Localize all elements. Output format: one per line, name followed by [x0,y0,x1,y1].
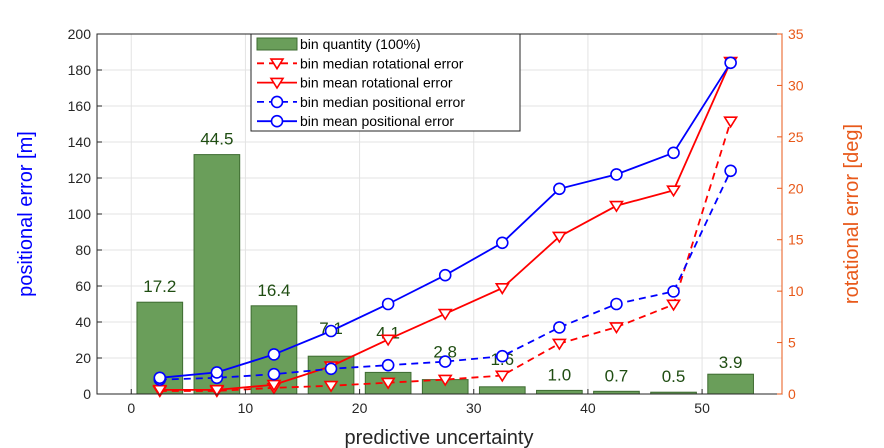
triangle-marker [551,231,567,244]
legend-label: bin median positional error [300,94,465,110]
x-axis-title: predictive uncertainty [345,427,534,448]
right-tick-label: 20 [788,180,804,196]
legend-label: bin quantity (100%) [300,36,421,52]
right-tick-label: 0 [788,386,796,402]
circle-marker [270,114,284,128]
left-axis-title: positional error [m] [15,131,37,297]
x-axis: 0 10 20 30 40 50 [127,389,710,416]
circle-marker [324,362,338,376]
left-tick-label: 40 [75,314,91,330]
circle-marker [667,285,680,298]
triangle-marker [269,77,285,90]
triangle-marker [269,58,285,71]
circle-marker [381,358,395,372]
circle-marker [438,268,452,282]
triangle-marker [494,370,510,383]
circle-marker [553,321,566,334]
left-tick-label: 140 [68,134,92,150]
legend-label: bin mean positional error [300,113,454,129]
circle-marker [267,367,281,381]
left-tick-label: 20 [75,350,91,366]
bar-value-label: 16.4 [257,281,290,300]
series-bin-mean-positional-error [153,56,737,385]
circle-marker [610,168,623,181]
triangle-marker [380,334,396,347]
left-axis: 0 20 40 60 80 100 120 140 160 180 200 [68,26,102,402]
bar-value-label: 0.7 [605,366,629,385]
bar-value-label: 1.0 [548,365,572,384]
legend-label: bin median rotational error [300,55,464,71]
triangle-marker [666,299,681,312]
left-tick-label: 60 [75,278,91,294]
triangle-marker [666,185,681,198]
left-tick-label: 100 [68,206,92,222]
legend-item: bin quantity (100%) [256,36,421,52]
circle-marker [324,324,338,338]
bar [536,389,583,395]
triangle-marker [437,374,453,387]
circle-marker [267,348,281,361]
x-tick-label: 10 [238,400,254,416]
triangle-marker [609,322,624,335]
circle-marker [495,236,509,250]
legend-item: bin mean positional error [257,113,454,129]
right-tick-label: 35 [788,26,804,42]
x-tick-label: 50 [694,400,710,416]
left-tick-label: 200 [68,26,92,42]
circle-marker [381,297,395,311]
bar [707,373,754,395]
legend-items: bin quantity (100%) bin median rotational… [256,36,465,129]
left-tick-label: 0 [83,386,91,402]
left-tick-label: 180 [68,62,92,78]
circle-marker [553,182,566,196]
right-tick-label: 15 [788,232,804,248]
right-tick-label: 25 [788,129,804,145]
x-tick-label: 30 [466,400,482,416]
triangle-marker [209,384,225,397]
legend-item: bin median rotational error [257,55,464,71]
circle-marker [610,297,623,311]
right-axis-title: rotational error [deg] [841,124,863,304]
circle-marker [724,56,737,70]
triangle-marker [609,200,624,213]
x-tick-label: 20 [352,400,368,416]
circle-marker [153,371,167,385]
bar-value-label: 2.8 [433,343,457,362]
circle-marker [438,355,452,368]
circle-marker [724,164,737,178]
x-tick-label: 40 [580,400,596,416]
right-axis: 0 5 10 15 20 25 30 35 [777,26,804,402]
circle-marker [210,366,224,379]
triangle-marker [380,377,396,390]
bar [193,154,241,395]
legend-item: bin mean rotational error [257,75,453,91]
triangle-marker [494,283,510,295]
left-tick-label: 80 [75,242,91,258]
triangle-marker [437,308,453,321]
right-tick-label: 10 [788,283,804,299]
bar-value-label: 44.5 [200,130,233,149]
bar-value-label: 3.9 [719,353,743,372]
left-tick-label: 160 [68,98,92,114]
circle-marker [270,95,284,109]
legend-swatch [256,37,298,51]
bar-value-label: 17.2 [143,277,176,296]
circle-marker [495,349,509,363]
legend-label: bin mean rotational error [300,75,453,91]
right-tick-label: 5 [788,335,796,351]
right-tick-label: 30 [788,77,804,93]
triangle-marker [723,116,739,129]
legend-item: bin median positional error [257,94,465,110]
triangle-marker [551,338,567,351]
lines-group [152,56,739,398]
bar [478,386,526,395]
circle-marker [667,146,680,160]
bar-value-label: 0.5 [662,367,686,386]
legend: bin quantity (100%) bin median rotational… [250,33,521,132]
left-tick-label: 120 [68,170,92,186]
x-tick-label: 0 [127,400,135,416]
triangle-marker [266,379,282,392]
triangle-marker [323,380,339,393]
